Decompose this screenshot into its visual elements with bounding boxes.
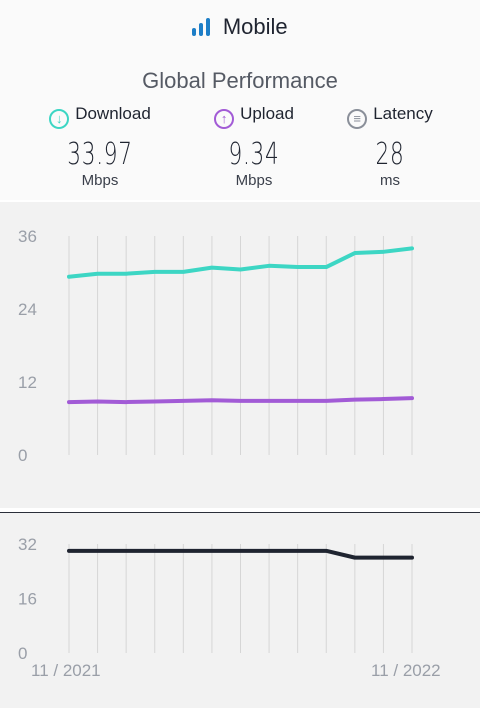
chart-0-ytick-label: 36 xyxy=(18,227,37,246)
chart-1-xtick-label: 11 / 2022 xyxy=(371,661,441,680)
chart-0-ytick-label: 0 xyxy=(18,446,27,465)
chart-1-ytick-label: 32 xyxy=(18,535,37,554)
chart-1-xtick-label: 11 / 2021 xyxy=(31,661,101,680)
chart-0-ytick-label: 24 xyxy=(18,300,37,319)
chart-0-ytick-label: 12 xyxy=(18,373,37,392)
chart-1-ytick-label: 0 xyxy=(18,644,27,663)
chart-1-ytick-label: 16 xyxy=(18,590,37,609)
